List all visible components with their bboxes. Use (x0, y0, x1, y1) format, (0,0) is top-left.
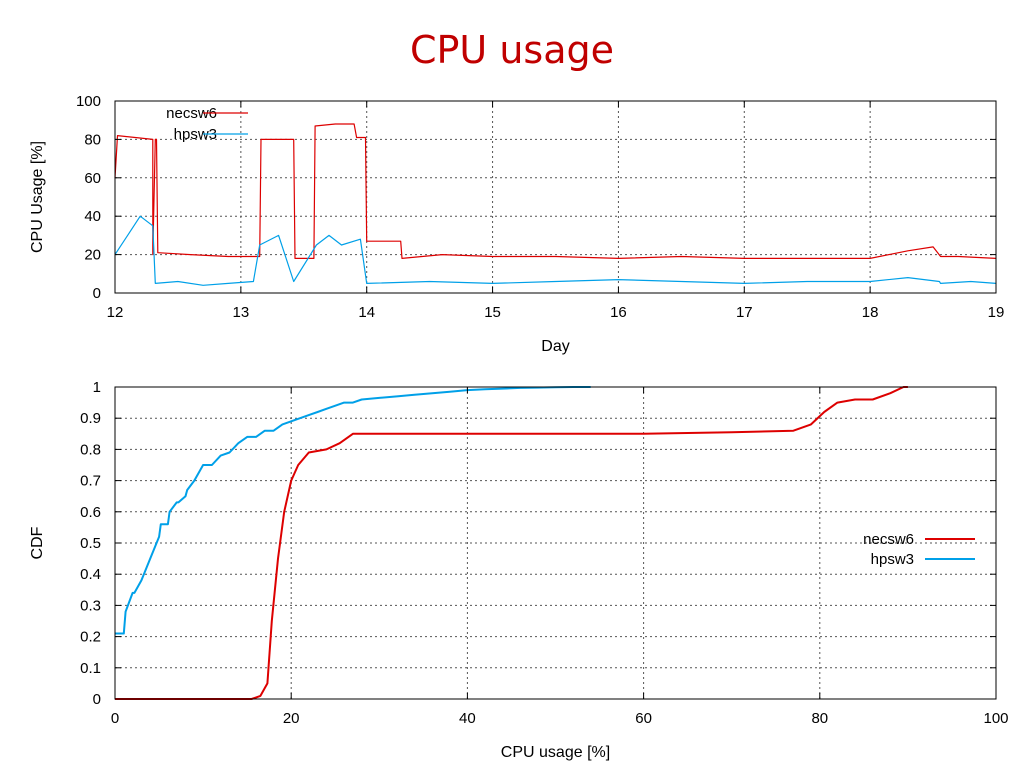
timeseries-y-axis-label: CPU Usage [%] (29, 141, 46, 253)
cdf-ytick-label-2: 0.2 (80, 629, 101, 646)
cdf-xtick-label-1: 20 (283, 710, 300, 727)
timeseries-xtick-label-6: 18 (862, 304, 879, 321)
timeseries-xtick-label-2: 14 (358, 304, 375, 321)
timeseries-xtick-label-1: 13 (233, 304, 250, 321)
timeseries-ytick-label-4: 80 (84, 131, 101, 148)
timeseries-xtick-label-5: 17 (736, 304, 753, 321)
cdf-series-necsw6 (115, 386, 908, 700)
cdf-ytick-label-9: 0.9 (80, 410, 101, 427)
timeseries-xtick-label-7: 19 (988, 304, 1005, 321)
timeseries-x-axis-label: Day (541, 338, 569, 355)
timeseries-ytick-label-2: 40 (84, 208, 101, 225)
cdf-ytick-label-0: 0 (93, 691, 101, 708)
cdf-x-axis-label: CPU usage [%] (501, 744, 610, 761)
cdf-ytick-label-8: 0.8 (80, 441, 101, 458)
cdf-legend-label-necsw6: necsw6 (863, 531, 914, 548)
timeseries-ytick-label-3: 60 (84, 170, 101, 187)
cdf-legend-label-hpsw3: hpsw3 (871, 551, 914, 568)
cdf-xtick-label-3: 60 (635, 710, 652, 727)
cdf-ytick-label-4: 0.4 (80, 566, 101, 583)
cdf-ytick-label-5: 0.5 (80, 535, 101, 552)
cdf-series-hpsw3 (115, 386, 591, 635)
cdf-ytick-label-10: 1 (93, 379, 101, 396)
timeseries-legend-label-hpsw3: hpsw3 (174, 126, 217, 143)
timeseries-xtick-label-3: 15 (484, 304, 501, 321)
timeseries-ytick-label-5: 100 (76, 93, 101, 110)
cdf-xtick-label-2: 40 (459, 710, 476, 727)
cdf-y-axis-label: CDF (29, 526, 46, 559)
timeseries-ytick-label-1: 20 (84, 247, 101, 264)
cdf-chart: 0 20 40 60 80 100 0 0.1 0.2 0.3 0.4 0.5 0.6 0.7 0.8 0.9… (29, 379, 1009, 761)
timeseries-plot-frame (114, 100, 997, 294)
timeseries-ytick-label-0: 0 (93, 285, 101, 302)
cdf-xtick-label-4: 80 (811, 710, 828, 727)
timeseries-xtick-label-4: 16 (610, 304, 627, 321)
timeseries-chart: 12 13 14 15 16 17 18 19 0 20 40 60 80 100 Day CPU Usage… (29, 93, 1004, 355)
cdf-ytick-label-6: 0.6 (80, 504, 101, 521)
cdf-ytick-label-1: 0.1 (80, 660, 101, 677)
cdf-xtick-label-5: 100 (983, 710, 1008, 727)
timeseries-legend-label-necsw6: necsw6 (166, 105, 217, 122)
cdf-ytick-label-3: 0.3 (80, 597, 101, 614)
cdf-xtick-label-0: 0 (111, 710, 119, 727)
cdf-ytick-label-7: 0.7 (80, 473, 101, 490)
timeseries-series-necsw6 (114, 123, 997, 259)
slide-title: CPU usage (409, 28, 614, 72)
timeseries-xtick-label-0: 12 (107, 304, 124, 321)
timeseries-series-hpsw3 (114, 215, 997, 286)
